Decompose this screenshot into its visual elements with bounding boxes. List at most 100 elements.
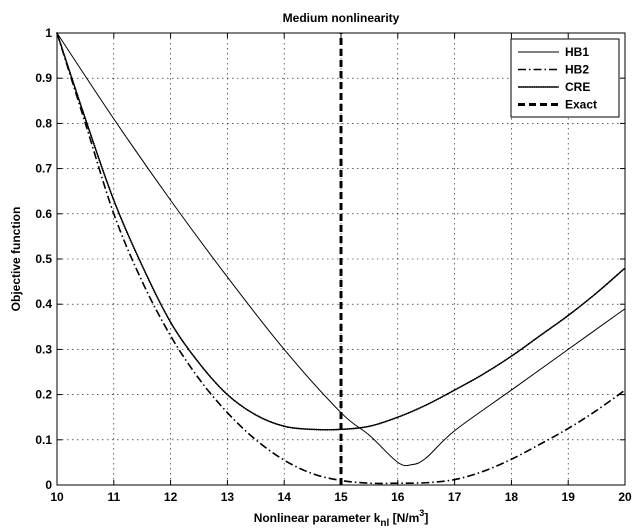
series-cre-marker (74, 88, 77, 91)
series-cre-marker (570, 312, 573, 315)
series-cre-marker (445, 393, 447, 396)
series-cre-marker (250, 411, 253, 414)
series-cre-marker (176, 331, 178, 334)
series-cre-marker (239, 404, 242, 407)
x-axis-label-unit-close: ] (424, 511, 428, 525)
series-hb1-line (56, 32, 626, 467)
series-cre-marker (97, 155, 99, 158)
series-cre-marker (485, 371, 488, 374)
series-cre-marker (200, 365, 203, 368)
series-cre-marker (85, 121, 88, 124)
series-cre-marker (107, 184, 110, 187)
series-cre-marker (401, 414, 404, 417)
series-cre-marker (403, 413, 406, 416)
series-cre-marker (429, 401, 432, 404)
series-cre-marker (328, 428, 331, 431)
series-cre-marker (89, 132, 92, 135)
series-cre-marker (58, 40, 61, 43)
series-cre-marker (155, 295, 158, 297)
series-cre-marker (431, 401, 434, 403)
series-cre-marker (525, 344, 528, 347)
series-cre-marker (187, 347, 190, 350)
series-cre-marker (69, 73, 72, 76)
series-cre-marker (225, 393, 228, 395)
series-cre-marker (435, 398, 438, 401)
series-cre-marker (545, 330, 548, 333)
series-cre-marker (84, 117, 87, 120)
series-cre-marker (333, 428, 335, 431)
series-cre-marker (104, 176, 107, 178)
x-tick-label: 13 (221, 490, 235, 504)
series-cre-marker (157, 299, 160, 301)
series-cre-marker (359, 426, 362, 429)
series-cre-marker (203, 368, 206, 371)
legend-marker-cre (529, 86, 531, 88)
series-cre-marker (99, 163, 102, 166)
series-cre-marker (115, 206, 118, 209)
series-cre-marker (389, 419, 391, 421)
series-cre-marker (500, 361, 503, 364)
series-cre-marker (108, 186, 110, 189)
series-hb2-line (56, 32, 626, 485)
series-cre-marker (557, 321, 560, 324)
series-cre-marker (268, 420, 270, 423)
series-cre-marker (172, 326, 175, 328)
series-cre-marker (111, 196, 114, 199)
series-cre-marker (354, 427, 357, 430)
series-cre-marker (81, 109, 84, 112)
series-cre-marker (577, 306, 580, 309)
series-cre-marker (541, 332, 544, 335)
series-cre-marker (123, 225, 126, 228)
series-cre-marker (397, 416, 400, 418)
series-cre-marker (614, 275, 617, 278)
series-layer (56, 32, 626, 485)
series-cre-marker (335, 428, 338, 431)
x-tick-label: 17 (448, 490, 462, 504)
series-cre-marker (291, 426, 294, 429)
series-cre-marker (94, 146, 97, 149)
series-cre-marker (452, 389, 455, 392)
series-cre-marker (507, 357, 510, 359)
series-cre-marker (229, 395, 231, 398)
series-cre-marker (616, 274, 618, 277)
series-cre-marker (92, 140, 94, 143)
series-cre-marker (227, 394, 230, 397)
series-cre-marker (511, 354, 514, 357)
series-cre-marker (550, 326, 553, 329)
series-cre-marker (139, 261, 142, 264)
series-cre-marker (109, 190, 112, 193)
legend-marker-cre (544, 86, 547, 88)
series-cre-marker (106, 182, 109, 185)
series-cre-marker (580, 304, 583, 306)
series-cre-marker (276, 423, 279, 426)
series-cre-marker (348, 427, 351, 430)
legend-marker-cre (553, 86, 556, 88)
series-cre-marker (587, 298, 590, 301)
series-cre-marker (93, 144, 96, 147)
series-cre-marker (607, 281, 610, 284)
series-cre-marker (165, 314, 168, 317)
series-cre-marker (241, 405, 243, 408)
series-cre-marker (474, 377, 476, 380)
series-cre-marker (374, 423, 377, 426)
series-cre-marker (121, 221, 124, 223)
series-cre-marker (311, 428, 313, 431)
x-tick-label: 18 (505, 490, 519, 504)
series-cre-marker (380, 422, 383, 424)
series-cre-marker (363, 426, 366, 429)
series-cre-marker (138, 259, 141, 262)
series-cre-marker (61, 48, 64, 51)
series-cre-marker (192, 354, 195, 357)
series-cre-marker (119, 215, 121, 217)
series-cre-marker (217, 385, 220, 388)
series-cre-marker (344, 428, 346, 431)
series-cre-marker (591, 295, 593, 298)
series-cre-marker (65, 59, 67, 62)
series-cre-marker (98, 159, 101, 162)
series-cre-marker (278, 424, 281, 426)
series-cre-marker (136, 255, 139, 258)
series-cre-marker (63, 55, 66, 57)
series-cre-marker (423, 404, 426, 407)
x-axis-label-superscript: 3 (419, 508, 424, 518)
